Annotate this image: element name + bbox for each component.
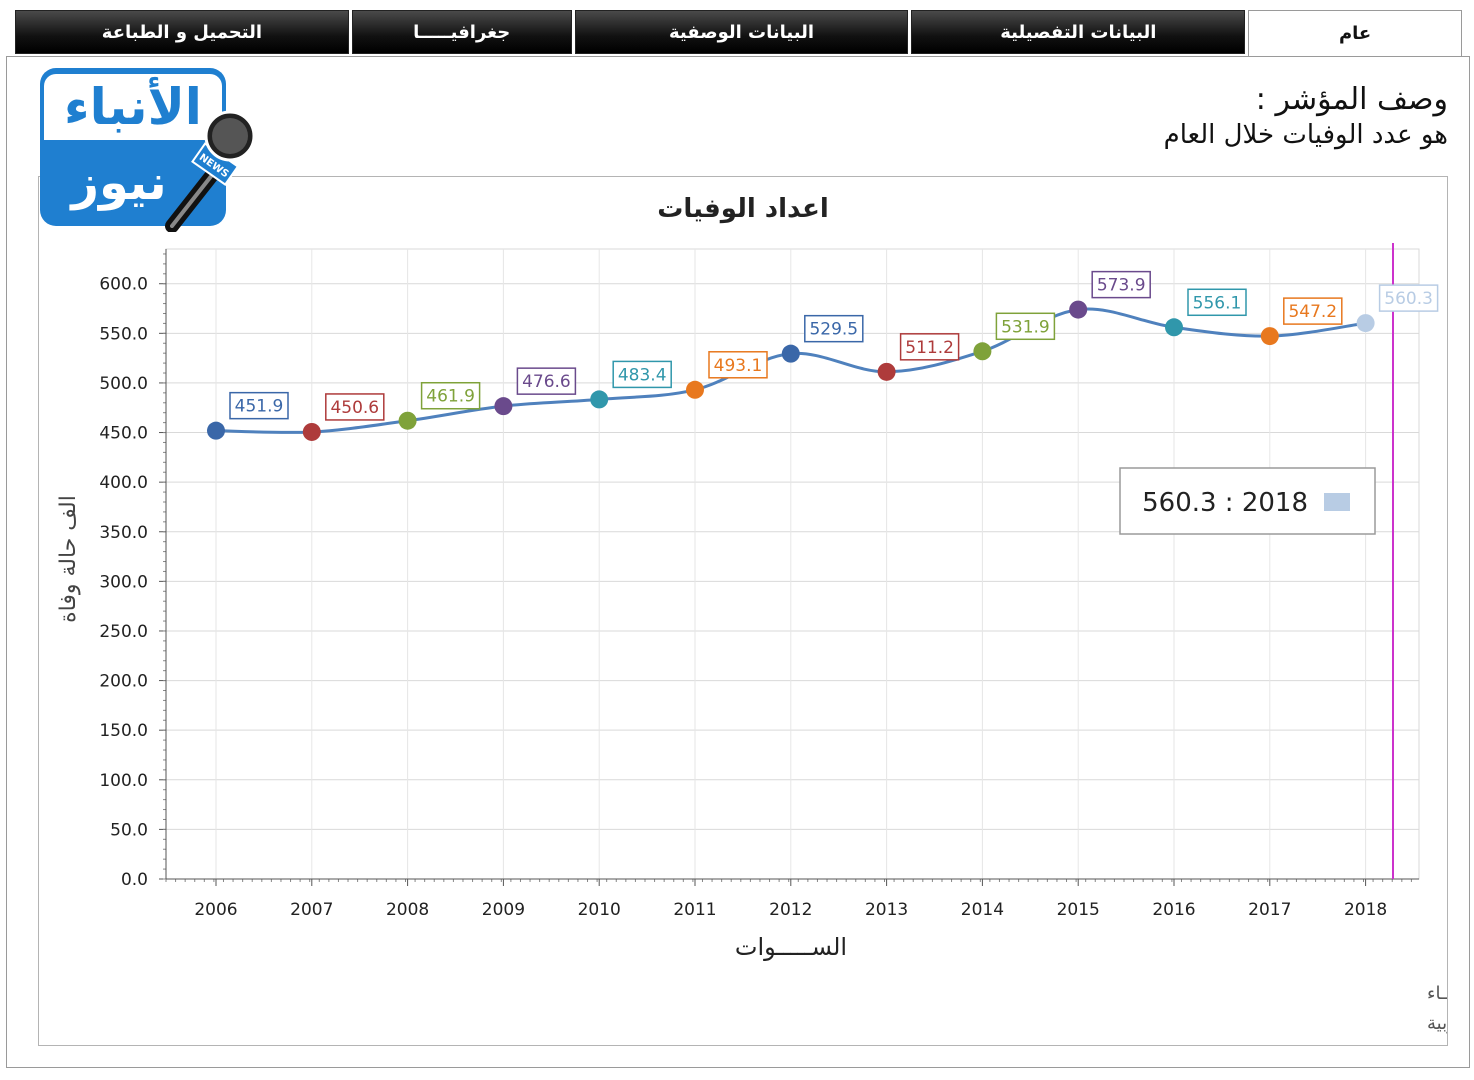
y-tick-label: 150.0 bbox=[99, 721, 148, 741]
indicator-description: هو عدد الوفيات خلال العام bbox=[1163, 120, 1448, 150]
data-label: 547.2 bbox=[1288, 302, 1337, 322]
data-label-box bbox=[1283, 297, 1343, 325]
tab-descriptive-data-label: البيانات الوصفية bbox=[668, 21, 815, 43]
data-label: 511.2 bbox=[905, 338, 954, 358]
data-label: 483.4 bbox=[618, 365, 667, 385]
data-point bbox=[686, 380, 704, 399]
y-tick-label: 400.0 bbox=[99, 473, 148, 493]
data-point bbox=[973, 342, 992, 361]
y-tick-label: 600.0 bbox=[99, 275, 148, 295]
y-tick-label: 250.0 bbox=[99, 622, 148, 642]
logo-top-text: الأنباء bbox=[44, 74, 222, 140]
footer-copyright: حقوق الملكية للجهـــاز المركزي للتعبئة ا… bbox=[1427, 982, 1447, 1004]
data-point bbox=[1260, 327, 1279, 346]
tab-geography[interactable]: جغرافيـــــا bbox=[351, 10, 572, 54]
data-label: 450.6 bbox=[330, 398, 379, 418]
x-tick-label: 2017 bbox=[1248, 900, 1291, 920]
tab-download-print[interactable]: التحميل و الطباعة bbox=[15, 10, 349, 54]
x-tick-label: 2016 bbox=[1152, 900, 1195, 920]
tab-detailed-data[interactable]: البيانات التفصيلية bbox=[911, 10, 1246, 54]
line-chart: 0.0 50.0 100.0 150.0 200.0 250.0 300.0 350.0 400… bbox=[56, 194, 1447, 1034]
y-tick-label: 300.0 bbox=[99, 572, 148, 592]
data-label: 461.9 bbox=[426, 387, 475, 407]
x-tick-label: 2014 bbox=[961, 900, 1004, 920]
data-label-box bbox=[420, 381, 481, 410]
news-logo: الأنباء نيوز NEWS bbox=[40, 68, 256, 232]
data-point bbox=[877, 362, 896, 381]
data-label-box bbox=[516, 367, 577, 395]
x-tick-label: 2011 bbox=[673, 900, 716, 920]
x-tick-label: 2012 bbox=[769, 900, 812, 920]
data-label-box bbox=[1187, 288, 1247, 317]
x-tick-label: 2018 bbox=[1344, 900, 1387, 920]
chart-title: اعداد الوفيات bbox=[657, 194, 829, 224]
tab-general-label: عام bbox=[1338, 23, 1372, 44]
y-tick-label: 500.0 bbox=[99, 374, 148, 394]
data-label: 476.6 bbox=[522, 372, 571, 392]
data-label: 560.3 bbox=[1384, 289, 1433, 309]
data-point bbox=[207, 421, 225, 440]
logo-bottom-text: نيوز bbox=[71, 155, 167, 211]
y-tick-label: 350.0 bbox=[99, 523, 148, 543]
data-point bbox=[590, 390, 609, 409]
tab-descriptive-data[interactable]: البيانات الوصفية bbox=[574, 10, 909, 54]
x-tick-label: 2007 bbox=[290, 900, 333, 920]
y-tick-label: 50.0 bbox=[110, 820, 148, 840]
data-label-box bbox=[995, 312, 1056, 341]
data-label-box bbox=[229, 391, 289, 420]
data-label: 556.1 bbox=[1193, 293, 1242, 313]
tab-download-print-label: التحميل و الطباعة bbox=[101, 21, 263, 43]
tab-detailed-data-label: البيانات التفصيلية bbox=[1000, 21, 1157, 43]
indicator-title: وصف المؤشر : bbox=[1255, 82, 1448, 117]
y-tick-label: 200.0 bbox=[99, 672, 148, 692]
x-axis-title: الســـــوات bbox=[735, 933, 847, 961]
x-tick-label: 2010 bbox=[578, 900, 621, 920]
tooltip-swatch bbox=[1324, 493, 1350, 511]
data-label-box bbox=[708, 351, 768, 379]
data-label: 573.9 bbox=[1097, 276, 1146, 296]
tab-general[interactable]: عام bbox=[1248, 10, 1462, 56]
data-label-box bbox=[1378, 284, 1439, 312]
data-point bbox=[781, 344, 800, 363]
x-tick-label: 2009 bbox=[482, 900, 525, 920]
y-tick-label: 450.0 bbox=[99, 424, 148, 444]
y-tick-label: 100.0 bbox=[99, 771, 148, 791]
chart-panel: 0.0 50.0 100.0 150.0 200.0 250.0 300.0 350.0 400… bbox=[38, 176, 1448, 1046]
y-tick-label: 550.0 bbox=[99, 324, 148, 344]
footer-source: المصدر الأساسـي للأحصاءات الرسـمية لجمهو… bbox=[1427, 1012, 1447, 1034]
tab-geography-label: جغرافيـــــا bbox=[413, 21, 511, 43]
y-axis-title: الف حالة وفاة bbox=[56, 495, 81, 623]
data-point bbox=[302, 422, 321, 441]
data-point bbox=[494, 397, 513, 416]
data-label-box bbox=[1091, 270, 1151, 299]
data-label: 531.9 bbox=[1001, 317, 1050, 337]
data-label: 451.9 bbox=[235, 397, 284, 417]
x-tick-label: 2006 bbox=[194, 900, 237, 920]
plot-area bbox=[165, 248, 1420, 880]
microphone-icon: NEWS bbox=[165, 110, 256, 232]
x-tick-label: 2013 bbox=[865, 900, 908, 920]
data-label: 493.1 bbox=[714, 356, 763, 376]
data-label-box bbox=[899, 333, 960, 361]
data-point bbox=[1356, 314, 1375, 333]
tab-bar: عام البيانات التفصيلية البيانات الوصفية … bbox=[12, 10, 1462, 56]
data-label-box bbox=[325, 393, 385, 421]
y-tick-label: 0.0 bbox=[121, 870, 148, 890]
x-tick-label: 2008 bbox=[386, 900, 429, 920]
tooltip-text: 560.3 : 2018 bbox=[1142, 488, 1308, 518]
data-label-box bbox=[612, 360, 672, 389]
data-label-box bbox=[804, 314, 864, 343]
x-tick-label: 2015 bbox=[1057, 900, 1100, 920]
data-point bbox=[1069, 300, 1088, 319]
data-point bbox=[1165, 318, 1183, 337]
data-point bbox=[398, 411, 417, 430]
data-label: 529.5 bbox=[809, 320, 858, 340]
